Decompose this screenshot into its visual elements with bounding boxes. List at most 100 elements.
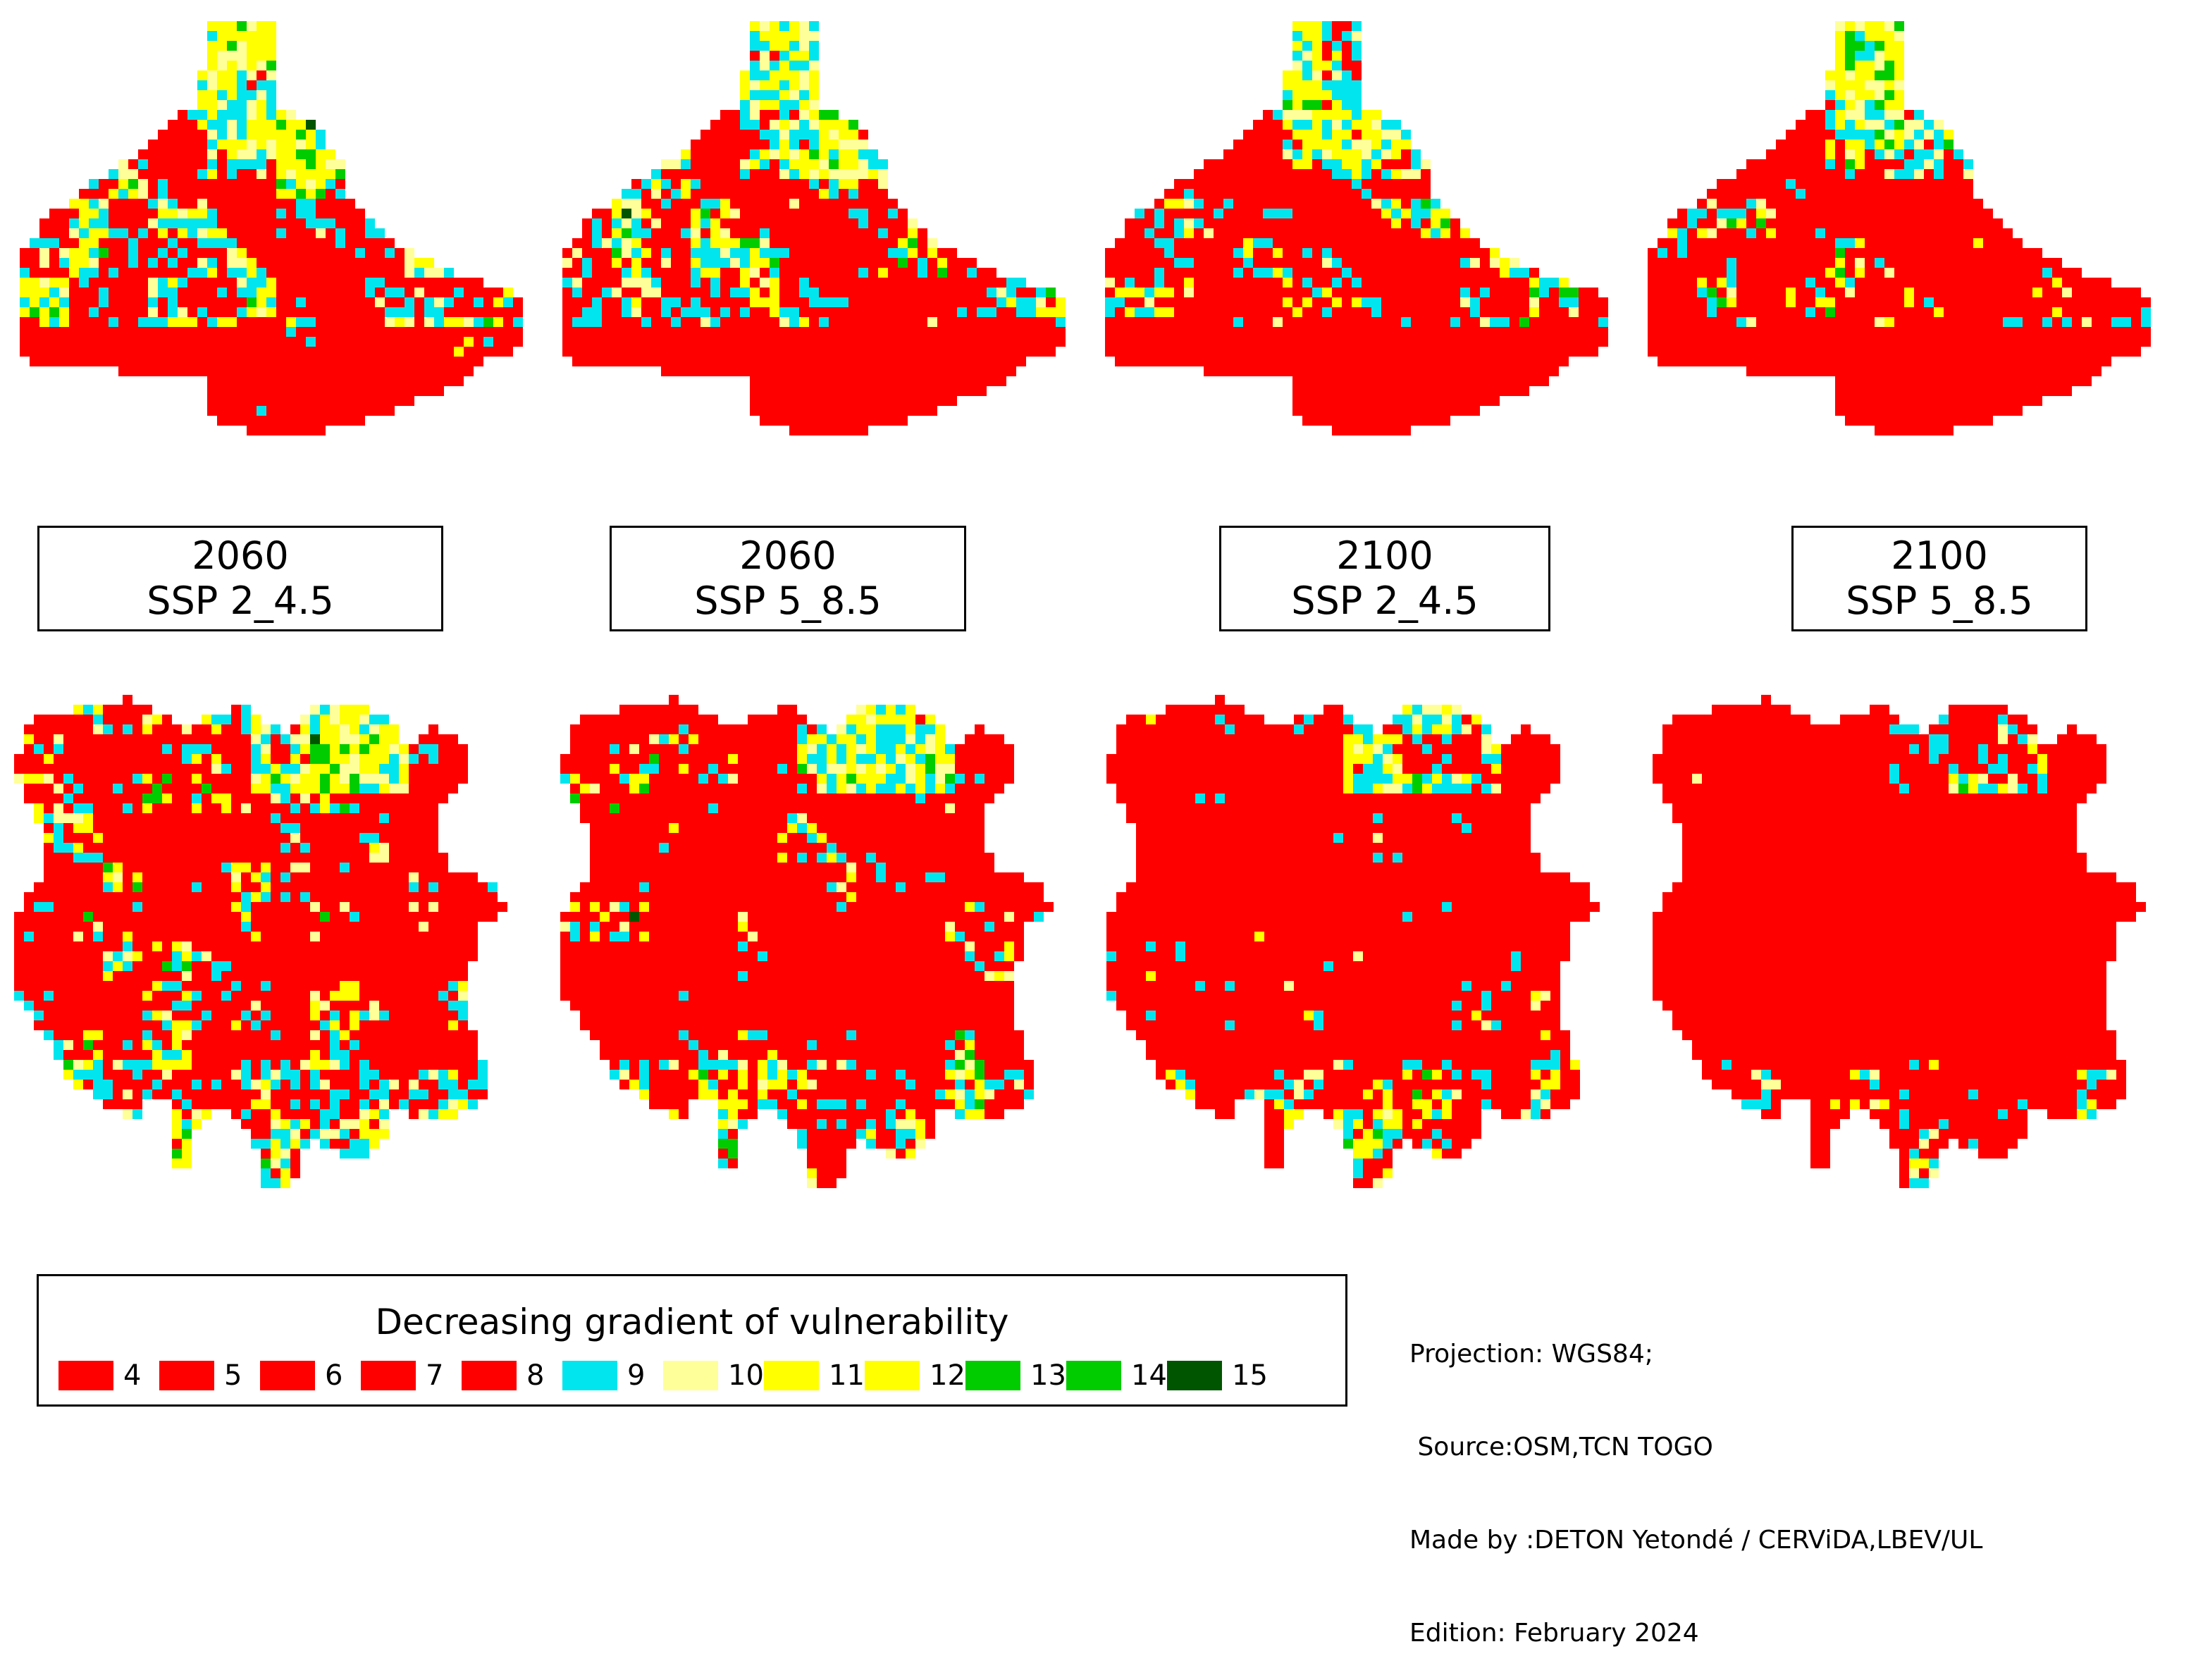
raster-cell: [740, 357, 750, 366]
raster-cell: [868, 366, 878, 376]
raster-cell: [1875, 258, 1884, 268]
raster-cell: [779, 130, 789, 140]
raster-cell: [1904, 209, 1914, 218]
raster-cell: [247, 258, 257, 268]
raster-cell: [1411, 218, 1421, 228]
raster-cell: [1707, 317, 1717, 327]
raster-cell: [296, 228, 306, 238]
raster-cell: [1322, 31, 1332, 41]
raster-cell: [888, 416, 898, 426]
raster-cell: [1470, 307, 1480, 317]
raster-cell: [365, 357, 375, 366]
raster-cell: [1993, 327, 2003, 337]
raster-cell: [30, 317, 39, 327]
raster-cell: [369, 754, 379, 764]
raster-cell: [266, 386, 276, 396]
raster-cell: [819, 288, 829, 297]
raster-cell: [967, 307, 977, 317]
raster-cell: [227, 396, 237, 406]
raster-cell: [779, 70, 789, 80]
raster-cell: [779, 189, 789, 199]
raster-cell: [1884, 51, 1894, 61]
raster-cell: [132, 705, 142, 715]
raster-cell: [247, 366, 257, 376]
raster-cell: [123, 764, 132, 774]
raster-cell: [651, 288, 661, 297]
raster-cell: [1510, 337, 1519, 347]
raster-cell: [700, 248, 710, 258]
raster-cell: [799, 278, 809, 288]
raster-cell: [1184, 297, 1194, 307]
raster-cell: [1263, 228, 1273, 238]
raster-cell: [1391, 406, 1401, 416]
raster-cell: [148, 189, 158, 199]
raster-cell: [1243, 159, 1253, 169]
raster-cell: [197, 278, 207, 288]
raster-cell: [1766, 268, 1776, 278]
raster-cell: [207, 80, 217, 90]
raster-cell: [419, 793, 428, 803]
raster-cell: [1154, 288, 1164, 297]
raster-cell: [1934, 386, 1944, 396]
raster-cell: [1440, 416, 1450, 426]
raster-cell: [1411, 209, 1421, 218]
raster-cell: [2003, 347, 2013, 357]
raster-cell: [187, 209, 197, 218]
raster-cell: [1667, 357, 1677, 366]
raster-cell: [59, 228, 69, 238]
raster-cell: [1865, 110, 1875, 120]
raster-cell: [898, 406, 908, 416]
raster-cell: [1470, 288, 1480, 297]
raster-cell: [73, 774, 83, 784]
raster-cell: [63, 724, 73, 734]
raster-cell: [1648, 268, 1658, 278]
raster-cell: [257, 90, 266, 100]
raster-cell: [1312, 307, 1322, 317]
raster-cell: [681, 268, 691, 278]
raster-cell: [1934, 297, 1944, 307]
raster-cell: [809, 189, 819, 199]
raster-cell: [1648, 347, 1658, 357]
raster-cell: [1736, 337, 1746, 347]
raster-cell: [1924, 386, 1934, 396]
raster-cell: [1322, 416, 1332, 426]
raster-cell: [89, 297, 99, 307]
raster-cell: [296, 396, 306, 406]
raster-cell: [286, 376, 296, 386]
raster-cell: [182, 784, 192, 793]
raster-cell: [1460, 228, 1470, 238]
raster-cell: [326, 209, 335, 218]
raster-cell: [247, 297, 257, 307]
raster-cell: [750, 199, 760, 209]
raster-cell: [1855, 51, 1865, 61]
raster-cell: [1510, 317, 1519, 327]
raster-cell: [237, 347, 247, 357]
raster-cell: [651, 317, 661, 327]
raster-cell: [2092, 327, 2101, 337]
raster-cell: [138, 347, 148, 357]
raster-cell: [1352, 327, 1362, 337]
raster-cell: [1401, 159, 1411, 169]
raster-cell: [448, 734, 458, 744]
raster-cell: [310, 744, 320, 754]
raster-cell: [1302, 396, 1312, 406]
raster-cell: [651, 189, 661, 199]
raster-cell: [132, 803, 142, 813]
raster-cell: [1815, 337, 1825, 347]
raster-cell: [1302, 100, 1312, 110]
raster-cell: [740, 209, 750, 218]
raster-cell: [310, 705, 320, 715]
raster-cell: [266, 61, 276, 70]
raster-cell: [1154, 317, 1164, 327]
raster-cell: [1371, 416, 1381, 426]
raster-cell: [868, 189, 878, 199]
raster-cell: [178, 307, 187, 317]
raster-cell: [1391, 297, 1401, 307]
raster-cell: [848, 357, 858, 366]
raster-cell: [1371, 149, 1381, 159]
raster-cell: [1233, 347, 1243, 357]
raster-cell: [1884, 169, 1894, 179]
raster-cell: [1648, 317, 1658, 327]
raster-cell: [839, 140, 848, 149]
raster-cell: [207, 396, 217, 406]
